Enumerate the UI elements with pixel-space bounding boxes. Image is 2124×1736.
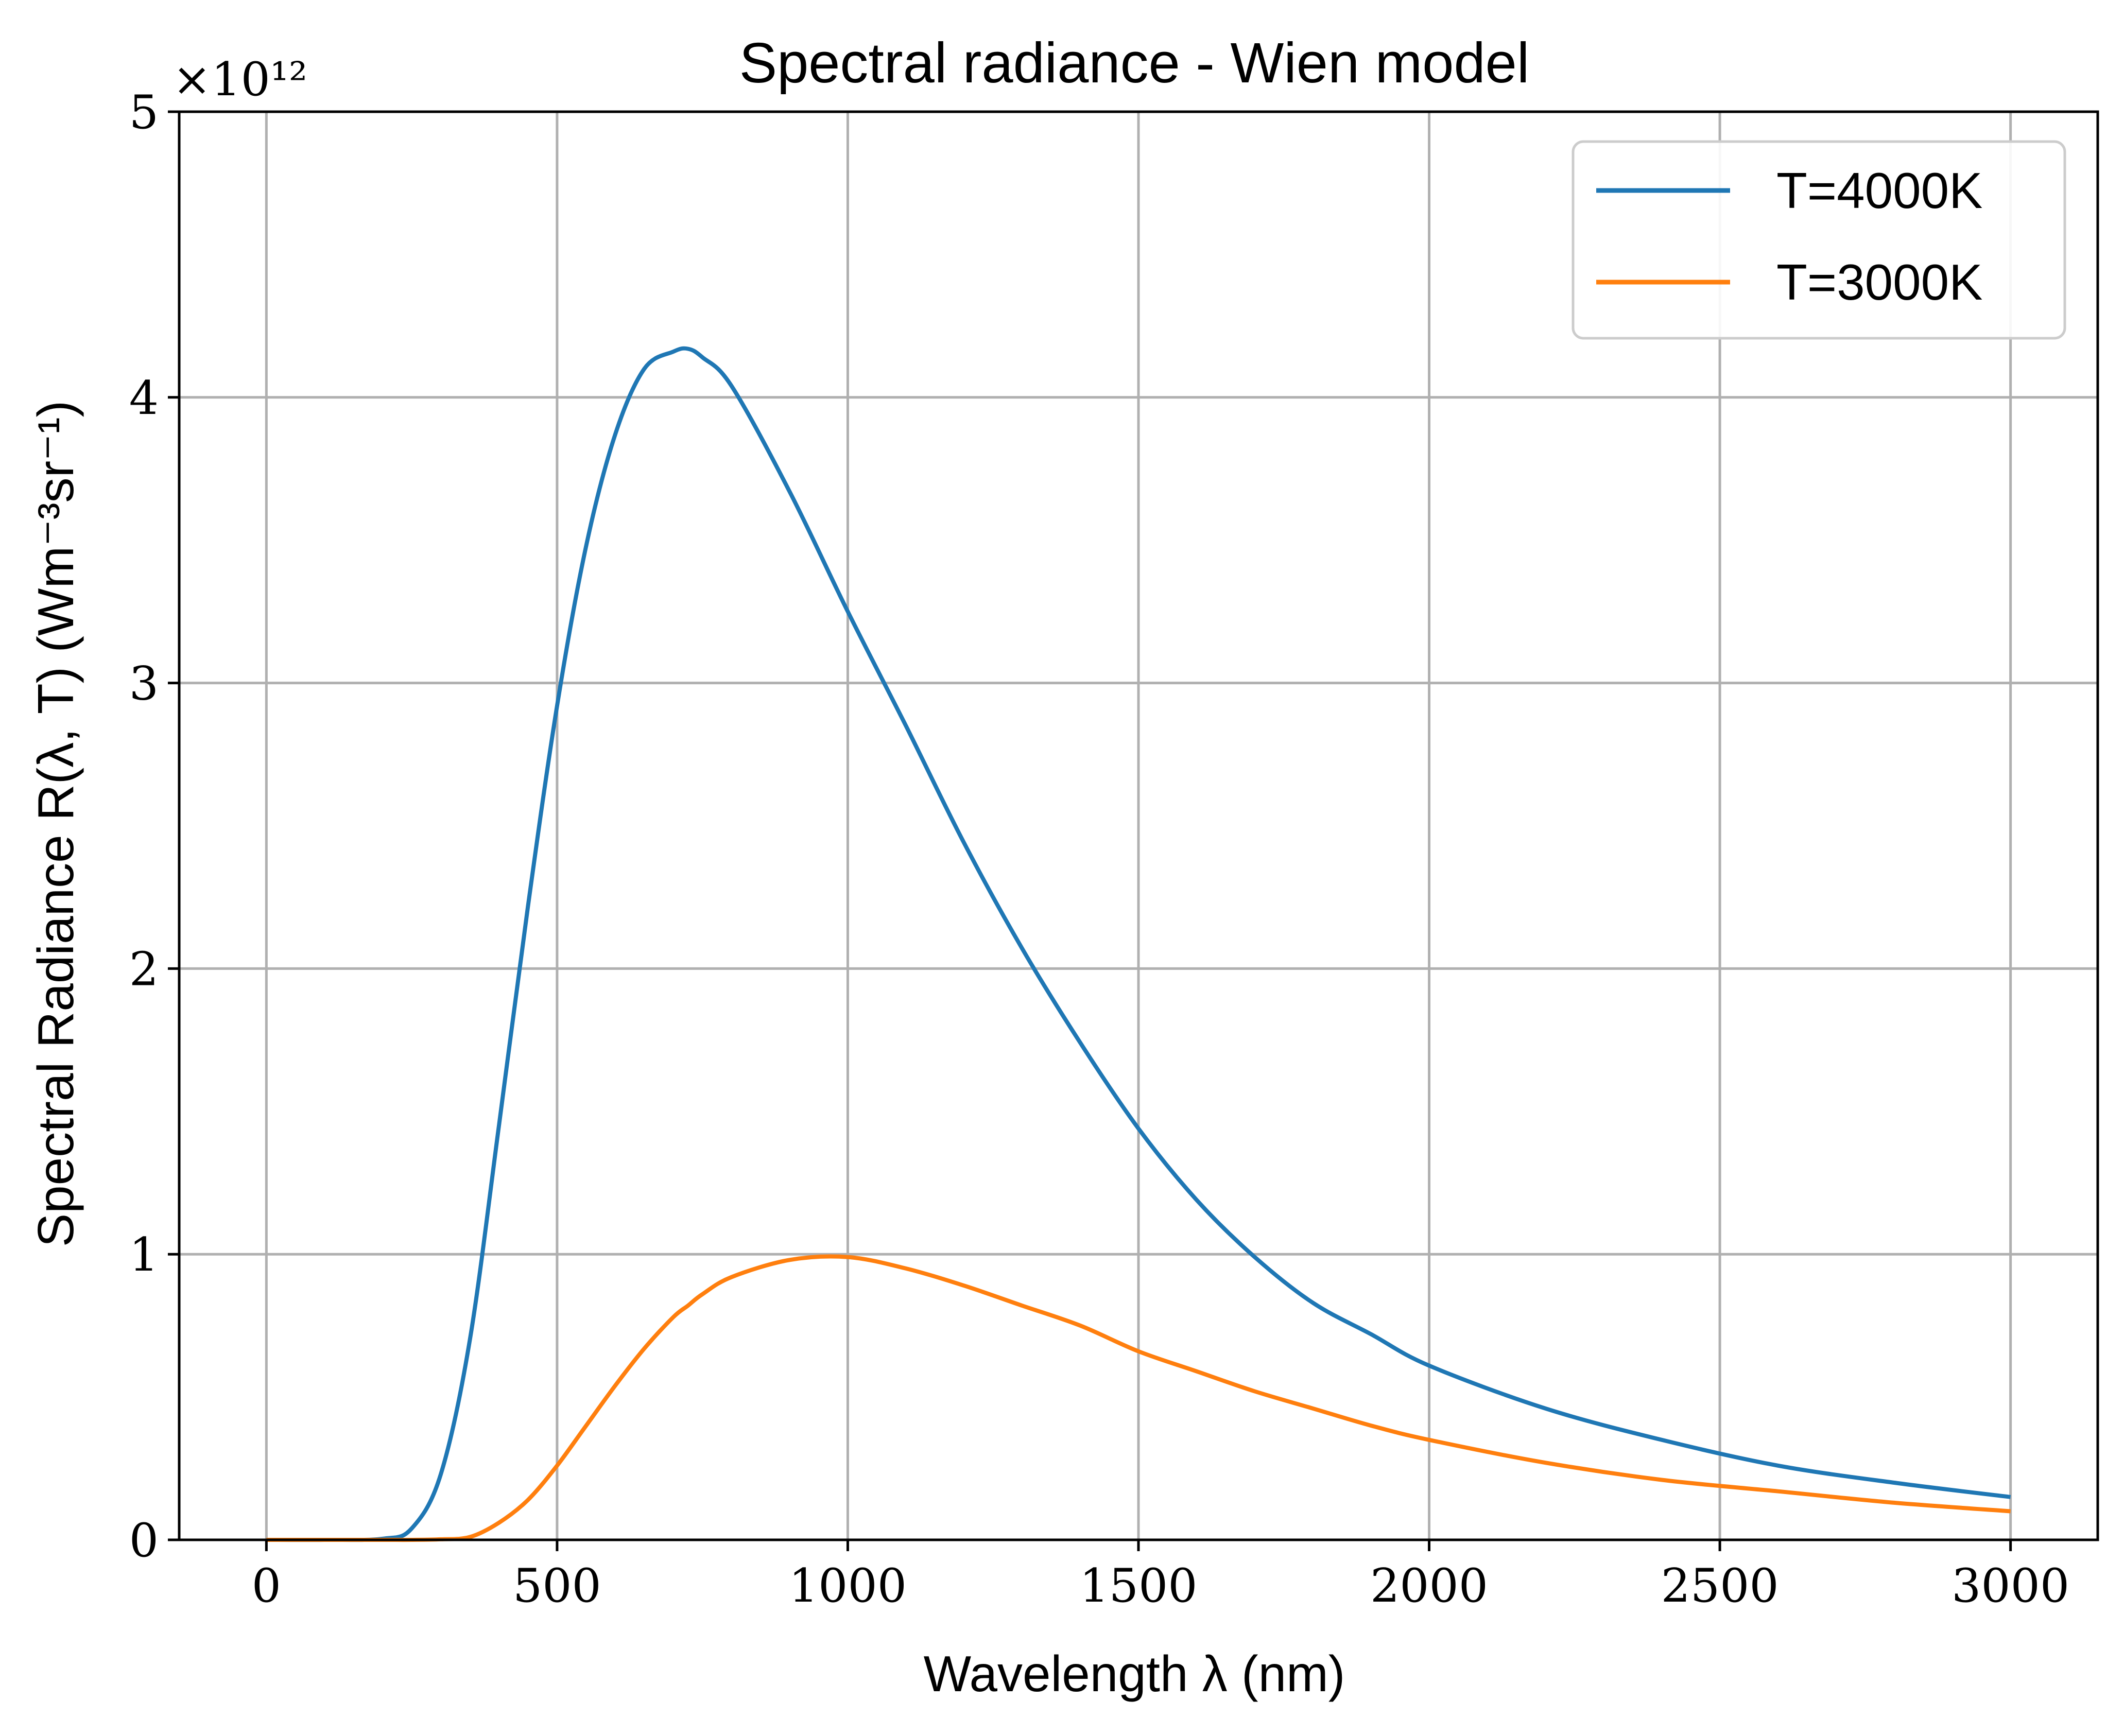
series-line-t4000k [266, 346, 2011, 1542]
x-tick-label: 0 [252, 1559, 281, 1613]
series-line-t3000k [266, 1254, 2011, 1542]
x-tick-label: 2500 [1661, 1559, 1779, 1613]
x-gridlines [265, 112, 2012, 1540]
x-axis-label: Wavelength λ (nm) [924, 1645, 1345, 1702]
x-tick-label: 3000 [1952, 1559, 2069, 1613]
legend-label-t3000: T=3000K [1776, 254, 1982, 310]
legend-label-t4000: T=4000K [1776, 162, 1982, 219]
y-axis-label: Spectral Radiance R(λ, T) (Wm⁻³sr⁻¹) [27, 401, 84, 1247]
x-ticks: 0 500 1000 1500 2000 2500 3000 [252, 1540, 2069, 1613]
y-tick-label: 2 [129, 942, 159, 996]
y-axis-multiplier: ×10¹² [172, 53, 307, 107]
y-tick-label: 1 [129, 1228, 159, 1282]
chart-title: Spectral radiance - Wien model [739, 31, 1530, 95]
x-tick-label: 2000 [1370, 1559, 1488, 1613]
x-tick-label: 1000 [789, 1559, 907, 1613]
y-tick-label: 4 [129, 371, 159, 425]
series-lines [266, 346, 2011, 1542]
y-tick-label: 5 [129, 85, 159, 140]
y-ticks: 0 1 2 3 4 5 [129, 85, 179, 1568]
y-tick-label: 0 [129, 1514, 159, 1568]
legend: T=4000K T=3000K [1572, 140, 2066, 340]
plot-area: 0 500 1000 1500 2000 2500 3000 0 1 2 3 4 5 [129, 85, 2099, 1613]
x-tick-label: 500 [513, 1559, 601, 1613]
x-tick-label: 1500 [1079, 1559, 1197, 1613]
y-tick-label: 3 [129, 657, 159, 711]
